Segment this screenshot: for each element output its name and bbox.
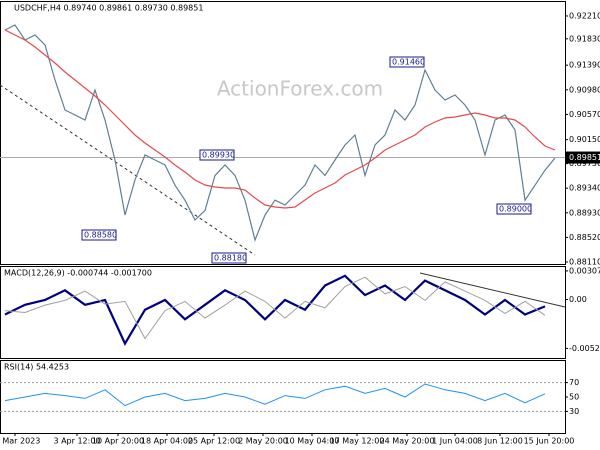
y-tick-label: 0.89340 <box>569 184 600 193</box>
y-tick-label: 0.88930 <box>569 208 600 217</box>
y-tick-label: 0.88110 <box>569 258 600 267</box>
annotation-box <box>496 203 532 215</box>
annotation-box <box>389 56 425 68</box>
y-tick-label: 0.90570 <box>569 110 600 119</box>
y-tick-label: 0.91830 <box>569 34 600 43</box>
panel-title: MACD(12,26,9) -0.000744 -0.001700 <box>4 269 152 278</box>
x-tick-label: 10 May 04:00 <box>285 437 340 446</box>
x-tick-label: 15 Jun 20:00 <box>524 437 575 446</box>
y-tick-label: 0.88520 <box>569 233 600 242</box>
main-panel <box>0 1 566 265</box>
x-tick-label: 17 May 12:00 <box>330 437 385 446</box>
x-tick-label: 25 Apr 12:00 <box>188 437 240 446</box>
price-box <box>566 151 600 164</box>
trend-line <box>419 272 566 308</box>
annotation-box <box>81 229 117 241</box>
annotation-box <box>199 149 235 161</box>
y-tick-label: 0.003078 <box>569 266 600 275</box>
series-line <box>4 276 546 340</box>
panel-title: RSI(14) 54.4253 <box>4 363 69 372</box>
series-line <box>4 383 546 407</box>
annotation: 0.89000 <box>499 205 532 214</box>
x-tick-label: 2 May 20:00 <box>238 437 288 446</box>
y-tick-label: 50 <box>569 393 579 402</box>
price-label: 0.89851 <box>569 153 600 162</box>
watermark: ActionForex.com <box>217 77 383 101</box>
x-tick-label: 18 Apr 04:00 <box>141 437 193 446</box>
annotation: 0.89930 <box>202 151 235 160</box>
x-tick-label: 27 Mar 2023 <box>0 437 40 446</box>
y-tick-label: 0.92210 <box>569 11 600 20</box>
chart-title: USDCHF,H4 0.89740 0.89861 0.89730 0.8985… <box>14 4 203 13</box>
y-tick-label: 30 <box>569 407 579 416</box>
annotation: 0.91460 <box>392 58 425 67</box>
annotation: 0.88580 <box>84 231 117 240</box>
y-tick-label: 0.91390 <box>569 61 600 70</box>
x-tick-label: 8 Jun 12:00 <box>477 437 523 446</box>
x-tick-label: 1 Jun 04:00 <box>432 437 478 446</box>
y-tick-label: 0.90150 <box>569 135 600 144</box>
y-tick-label: 0.00 <box>569 295 587 304</box>
x-tick-label: 24 May 20:00 <box>380 437 435 446</box>
y-tick-label: -0.005268 <box>569 344 600 353</box>
series-line <box>4 24 556 242</box>
x-tick-label: 3 Apr 12:00 <box>53 437 100 446</box>
macd-panel <box>0 266 566 359</box>
y-tick-label: 0.90980 <box>569 85 600 94</box>
annotation-box <box>211 252 247 264</box>
y-tick-label: 70 <box>569 378 579 387</box>
y-tick-label: 0.89750 <box>569 159 600 168</box>
x-tick-label: 10 Apr 20:00 <box>92 437 144 446</box>
annotation: 0.88180 <box>214 254 247 263</box>
series-line <box>4 29 556 209</box>
